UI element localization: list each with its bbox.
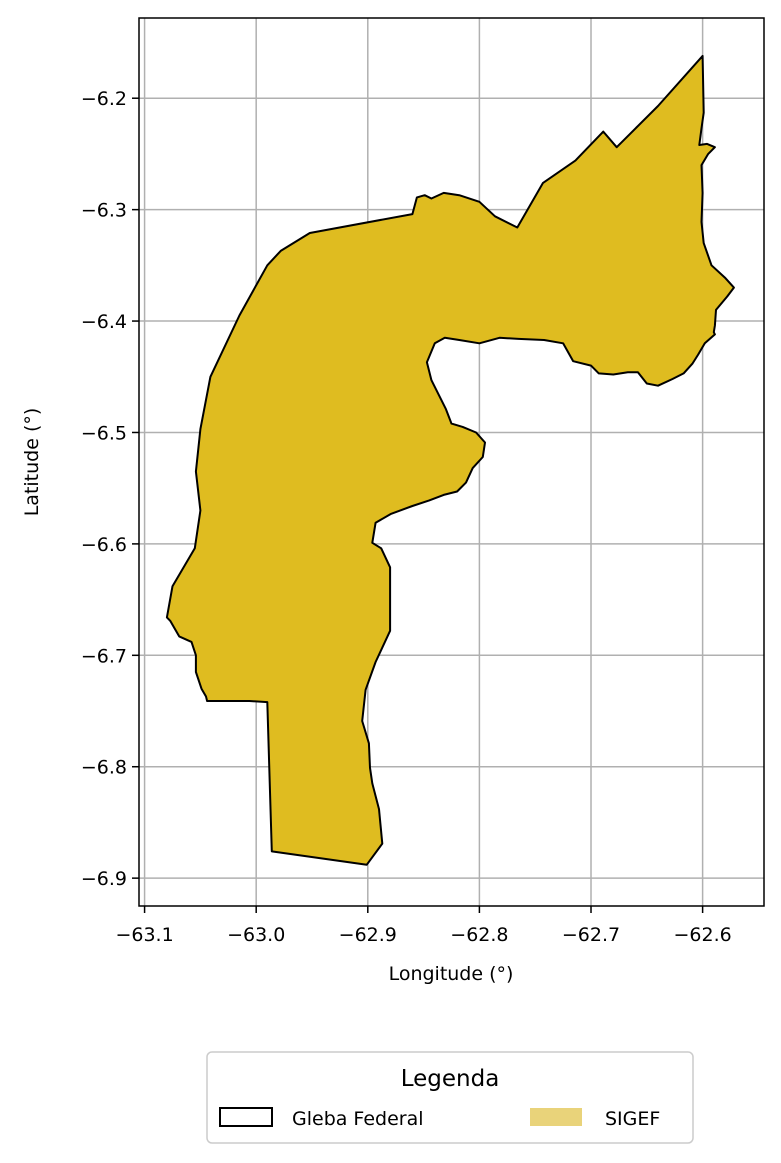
y-tick-label: −6.5 [81, 422, 127, 444]
x-tick-label: −62.9 [339, 924, 397, 946]
legend-swatch-sigef [530, 1108, 582, 1126]
y-tick-label: −6.8 [81, 757, 127, 779]
x-tick-label: −62.7 [562, 924, 620, 946]
ticks: −63.1 −63.0 −62.9 −62.8 −62.7 −62.6 −6.2 −6.3 −6… [81, 88, 732, 946]
y-tick-label: −6.6 [81, 534, 127, 556]
legend-label-gleba-federal: Gleba Federal [292, 1108, 424, 1130]
legend-title: Legenda [401, 1066, 500, 1092]
y-tick-label: −6.9 [81, 868, 127, 890]
x-axis-label: Longitude (°) [389, 963, 514, 985]
y-tick-label: −6.2 [81, 88, 127, 110]
legend-label-sigef: SIGEF [605, 1108, 660, 1130]
plot-frame [138, 17, 765, 907]
legend: Legenda Gleba Federal SIGEF [206, 1051, 694, 1144]
y-tick-label: −6.3 [81, 200, 127, 222]
y-tick-label: −6.4 [81, 311, 127, 333]
y-tick-label: −6.7 [81, 645, 127, 667]
polygon-layer [165, 54, 735, 866]
x-tick-label: −63.1 [115, 924, 173, 946]
legend-swatch-gleba-federal [219, 1107, 273, 1127]
y-axis-label: Latitude (°) [21, 408, 43, 517]
x-tick-label: −62.8 [450, 924, 508, 946]
x-tick-label: −63.0 [227, 924, 285, 946]
gleba-federal-polygon [165, 54, 735, 866]
x-tick-label: −62.6 [673, 924, 731, 946]
